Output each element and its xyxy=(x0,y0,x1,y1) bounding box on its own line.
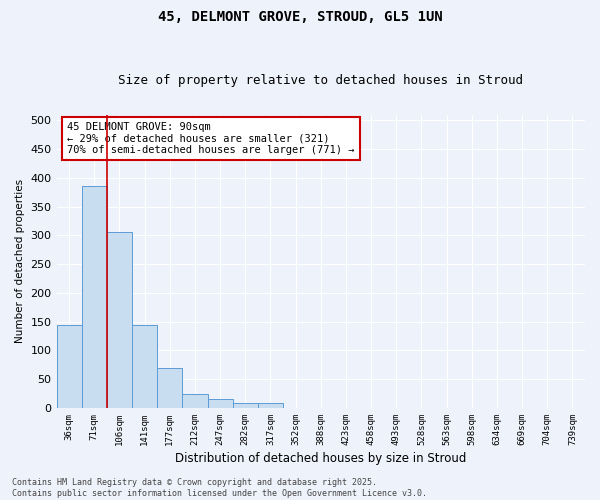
Bar xyxy=(182,394,208,408)
Bar xyxy=(258,404,283,408)
Text: 45 DELMONT GROVE: 90sqm
← 29% of detached houses are smaller (321)
70% of semi-d: 45 DELMONT GROVE: 90sqm ← 29% of detache… xyxy=(67,122,355,155)
X-axis label: Distribution of detached houses by size in Stroud: Distribution of detached houses by size … xyxy=(175,452,466,465)
Y-axis label: Number of detached properties: Number of detached properties xyxy=(15,179,25,344)
Text: 45, DELMONT GROVE, STROUD, GL5 1UN: 45, DELMONT GROVE, STROUD, GL5 1UN xyxy=(158,10,442,24)
Text: Contains HM Land Registry data © Crown copyright and database right 2025.
Contai: Contains HM Land Registry data © Crown c… xyxy=(12,478,427,498)
Bar xyxy=(56,324,82,408)
Bar xyxy=(157,368,182,408)
Bar xyxy=(82,186,107,408)
Bar xyxy=(107,232,132,408)
Title: Size of property relative to detached houses in Stroud: Size of property relative to detached ho… xyxy=(118,74,523,87)
Bar xyxy=(132,324,157,408)
Bar xyxy=(208,400,233,408)
Bar xyxy=(233,404,258,408)
